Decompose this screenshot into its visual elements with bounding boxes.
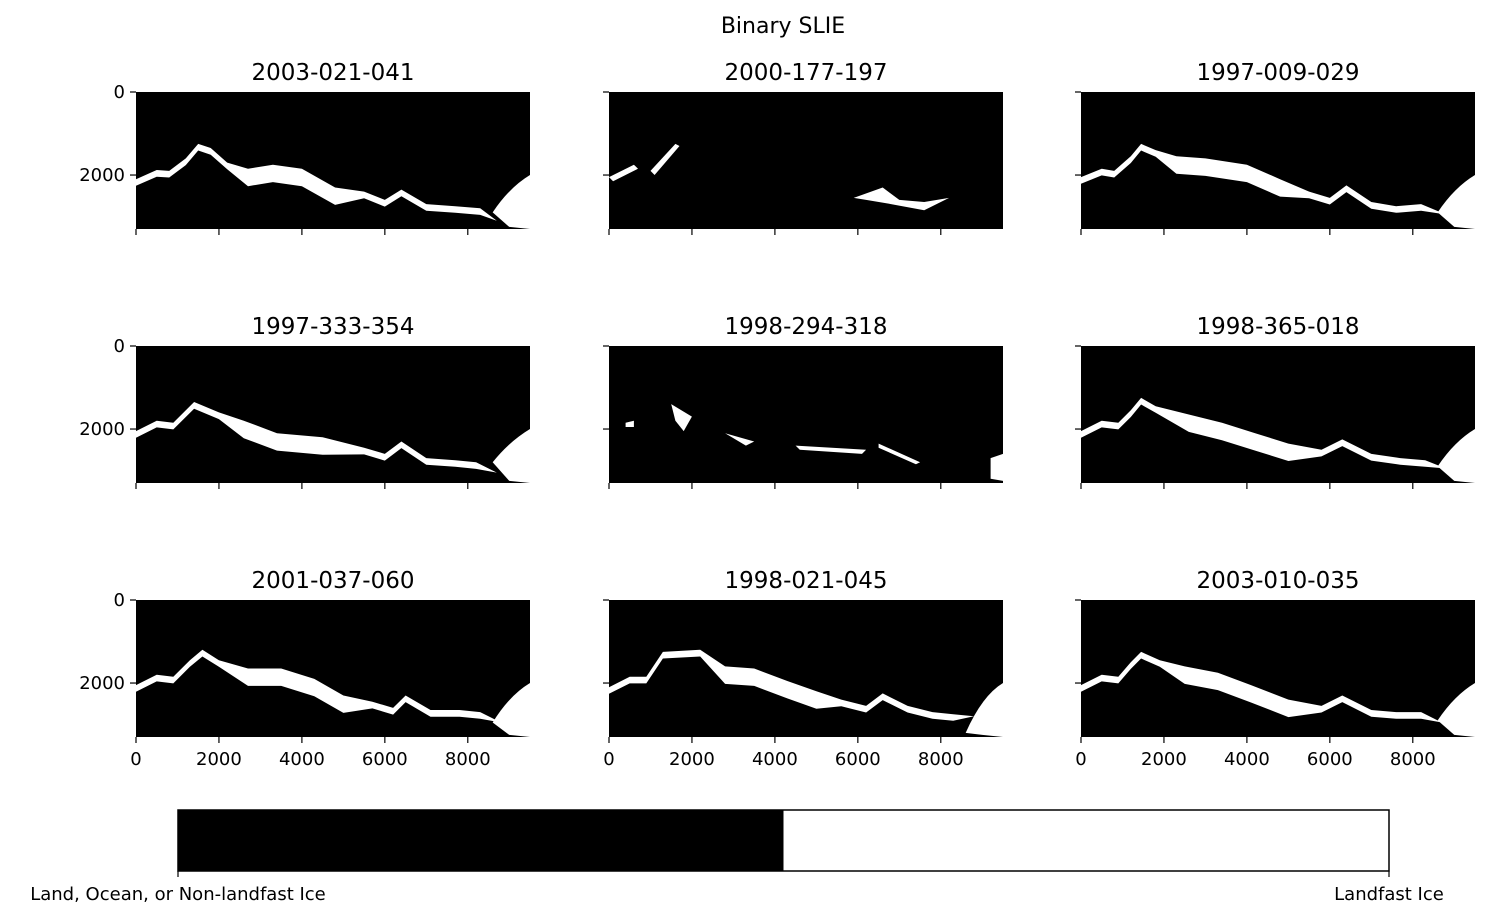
ice-east-blob [1437, 175, 1475, 229]
x-tick-label: 8000 [1390, 749, 1436, 770]
ice-east-blob [492, 175, 530, 229]
ice-fragment [990, 453, 1003, 481]
y-tick-label: 0 [114, 590, 125, 611]
panel: 1998-365-018 [1075, 314, 1475, 489]
panel-title: 1998-365-018 [1197, 314, 1360, 340]
y-tick-label: 2000 [79, 419, 125, 440]
panel-title: 2003-021-041 [252, 60, 415, 86]
panel-grid: 2003-021-041 0 2000 2000-177-197 1997-009-02… [79, 60, 1475, 770]
panel: 2003-010-035 0 2000 4000 6000 8000 [1075, 568, 1475, 770]
figure-title: Binary SLIE [721, 14, 845, 39]
panel-background [609, 92, 1003, 229]
x-tick-label: 8000 [445, 749, 491, 770]
y-tick-label: 0 [114, 82, 125, 103]
panel-title: 2001-037-060 [252, 568, 415, 594]
ice-east-blob [965, 683, 1003, 737]
ice-east-blob [492, 683, 530, 737]
y-tick-label: 0 [114, 336, 125, 357]
landfast-ice [136, 649, 530, 737]
ice-east-blob [1437, 683, 1475, 737]
x-tick-label: 2000 [669, 749, 715, 770]
x-tick-label: 6000 [1307, 749, 1353, 770]
x-tick-label: 2000 [196, 749, 242, 770]
panel: 2000-177-197 [603, 60, 1003, 235]
panel: 1997-009-029 [1075, 60, 1475, 235]
colorbar-segment [783, 810, 1389, 871]
ice-fragment [725, 433, 755, 446]
ice-east-blob [492, 429, 530, 483]
panel: 1998-294-318 [603, 314, 1003, 489]
panel-title: 1997-009-029 [1197, 60, 1360, 86]
landfast-ice [1081, 397, 1475, 483]
x-tick-label: 8000 [918, 749, 964, 770]
panel-title: 2000-177-197 [725, 60, 888, 86]
landfast-ice [625, 404, 1003, 481]
ice-band [136, 649, 530, 723]
ice-band [1081, 651, 1475, 723]
colorbar-segment [178, 810, 784, 871]
ice-band [1081, 397, 1475, 469]
landfast-ice [1081, 143, 1475, 229]
x-tick-label: 0 [130, 749, 141, 770]
landfast-ice [609, 649, 1003, 737]
ice-fragment [853, 187, 950, 211]
colorbar-label: Land, Ocean, or Non-landfast Ice [30, 884, 326, 905]
panel-title: 1998-021-045 [725, 568, 888, 594]
ice-band [1081, 143, 1475, 215]
ice-fragment [650, 143, 680, 175]
panel: 1997-333-354 0 2000 [79, 314, 530, 489]
y-tick-label: 2000 [79, 673, 125, 694]
ice-east-blob [1437, 429, 1475, 483]
panel: 2001-037-060 0 2000 0 2000 4000 6000 8000 [79, 568, 530, 770]
panel-background [136, 346, 530, 483]
panel-background [609, 346, 1003, 483]
x-tick-label: 6000 [362, 749, 408, 770]
x-tick-label: 6000 [835, 749, 881, 770]
colorbar-label: Landfast Ice [1334, 884, 1444, 905]
x-tick-label: 2000 [1141, 749, 1187, 770]
ice-fragment [795, 445, 867, 454]
x-tick-label: 0 [1075, 749, 1086, 770]
ice-fragment [609, 164, 638, 182]
panel: 1998-021-045 0 2000 4000 6000 8000 [603, 568, 1003, 770]
x-tick-label: 4000 [1224, 749, 1270, 770]
landfast-ice [609, 143, 950, 211]
panel: 2003-021-041 0 2000 [79, 60, 530, 235]
panel-title: 2003-010-035 [1197, 568, 1360, 594]
panel-title: 1997-333-354 [252, 314, 415, 340]
colorbar-frame [177, 809, 1390, 872]
panel-background [136, 92, 530, 229]
x-tick-label: 0 [603, 749, 614, 770]
x-tick-label: 4000 [752, 749, 798, 770]
colorbar: Land, Ocean, or Non-landfast Ice Landfast… [30, 809, 1444, 905]
x-tick-label: 4000 [279, 749, 325, 770]
panel-title: 1998-294-318 [725, 314, 888, 340]
ice-fragment [671, 404, 692, 432]
ice-band [136, 402, 530, 473]
y-tick-label: 2000 [79, 165, 125, 186]
ice-fragment [625, 420, 634, 427]
landfast-ice [136, 402, 530, 483]
landfast-ice [136, 143, 530, 229]
ice-fragment [878, 443, 921, 465]
landfast-ice [1081, 651, 1475, 737]
